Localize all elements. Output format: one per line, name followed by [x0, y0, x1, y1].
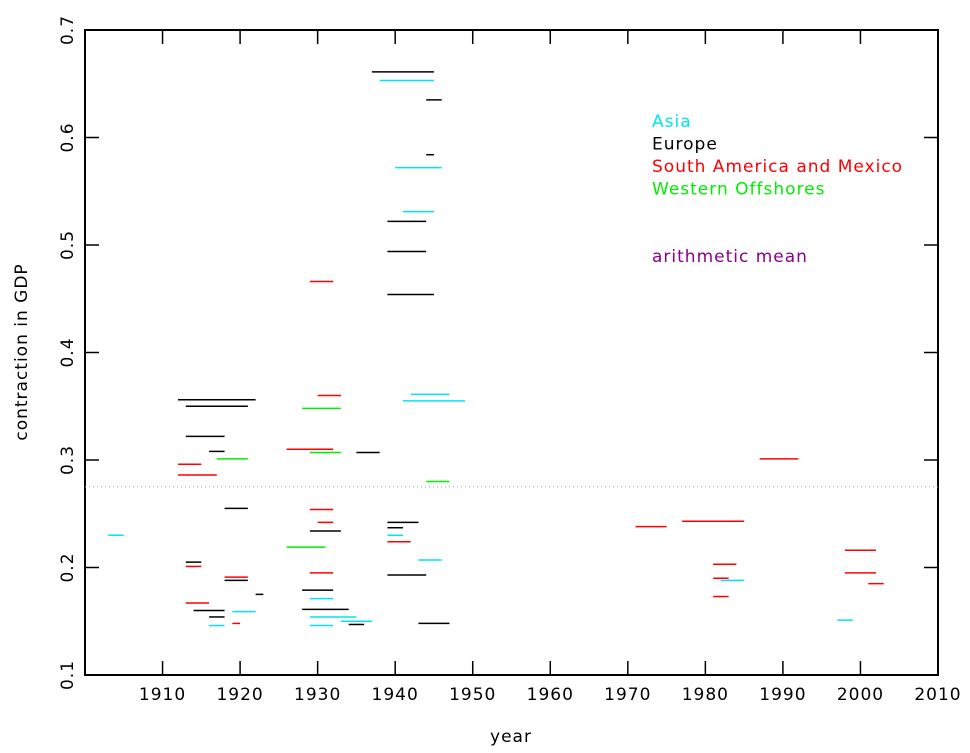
- legend-label: South America and Mexico: [652, 157, 903, 177]
- y-tick-label: 0.6: [58, 122, 78, 152]
- x-axis-label: year: [490, 727, 532, 747]
- x-tick-label: 1990: [759, 685, 806, 705]
- plot-frame: [84, 29, 939, 676]
- y-tick-label: 0.3: [58, 445, 78, 475]
- x-tick-label: 1940: [372, 685, 419, 705]
- y-axis-label: contraction in GDP: [12, 263, 32, 440]
- legend-label: Europe: [652, 135, 718, 155]
- x-tick-label: 1980: [682, 685, 729, 705]
- y-tick-label: 0.7: [58, 15, 78, 45]
- x-tick-label: 1960: [527, 685, 574, 705]
- x-tick-label: 2010: [914, 685, 961, 705]
- legend-mean-label: arithmetic mean: [652, 247, 808, 267]
- x-tick-label: 1970: [604, 685, 651, 705]
- legend-label: Asia: [652, 112, 692, 132]
- y-tick-label: 0.1: [58, 660, 78, 690]
- x-tick-label: 1910: [139, 685, 186, 705]
- x-tick-label: 1950: [449, 685, 496, 705]
- x-tick-label: 1920: [216, 685, 263, 705]
- y-tick-label: 0.5: [58, 230, 78, 260]
- legend-label: Western Offshores: [652, 180, 825, 200]
- x-tick-label: 1930: [294, 685, 341, 705]
- y-tick-label: 0.4: [58, 337, 78, 367]
- y-tick-label: 0.2: [58, 552, 78, 582]
- x-tick-label: 2000: [837, 685, 884, 705]
